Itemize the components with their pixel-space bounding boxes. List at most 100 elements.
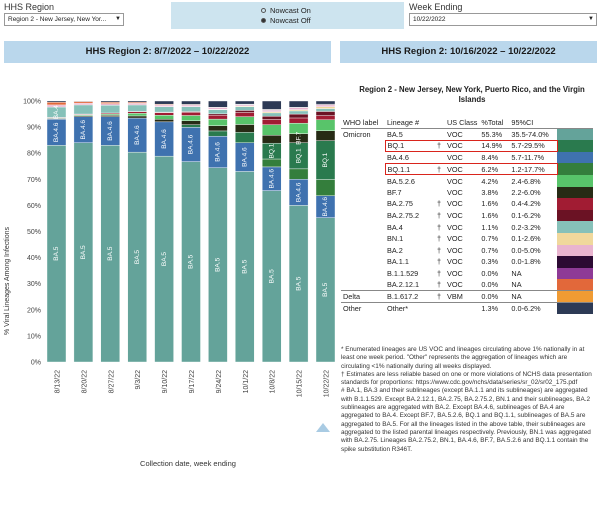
bar-segment — [288, 113, 309, 119]
table-row: BF.7 VOC 3.8% 2.2-6.0% — [341, 186, 594, 199]
bar-data-label: BA.5 — [215, 257, 222, 271]
pct-cell: 0.0% — [481, 269, 499, 279]
table-row: BQ.1.1 † VOC 6.2% 1.2-17.7% — [341, 162, 594, 176]
class-cell: VOC — [447, 269, 463, 279]
bar-segment — [208, 109, 228, 115]
lineage-cell: BA.2.75.2 — [387, 211, 420, 221]
week-select[interactable]: 10/22/2022 ▼ — [409, 13, 597, 26]
bar-segment — [181, 100, 201, 105]
who-cell — [341, 279, 385, 291]
pct-cell: 1.3% — [479, 302, 510, 315]
y-tick-label: 30% — [27, 281, 41, 288]
y-axis-title: % Viral Lineages Among Infections — [4, 226, 11, 335]
lineage-cell: Other* — [385, 302, 435, 315]
bar-data-label: BQ.1 — [322, 152, 329, 167]
color-swatch — [557, 232, 594, 245]
color-swatch — [557, 128, 594, 141]
dagger-cell: † — [437, 222, 442, 232]
bar-segment — [262, 100, 282, 110]
color-swatch — [557, 151, 594, 164]
y-tick-label: 90% — [27, 125, 41, 132]
class-cell: VOC — [447, 234, 463, 244]
bar-segment — [154, 104, 174, 107]
table-row: BN.1 † VOC 0.7% 0.1-2.6% — [341, 232, 594, 245]
x-tick-label: 9/24/22 — [216, 370, 223, 393]
bar-segment — [127, 111, 147, 114]
who-cell — [341, 268, 385, 280]
pct-cell: 0.7% — [481, 234, 499, 244]
bar-data-label: BA.5 — [242, 259, 249, 273]
dagger-cell: † — [437, 257, 442, 267]
who-cell — [341, 163, 385, 175]
who-cell — [341, 210, 385, 222]
bar-segment — [262, 124, 282, 136]
region-select[interactable]: Region 2 - New Jersey, New Yor... ▼ — [4, 13, 124, 26]
bar-segment — [154, 115, 174, 120]
dagger-cell — [435, 187, 445, 199]
y-tick-label: 70% — [27, 177, 41, 184]
x-tick-label: 8/27/22 — [108, 370, 115, 393]
who-cell — [341, 245, 385, 257]
bar-segment — [181, 115, 201, 121]
lineage-cell: BA.2.75 — [387, 199, 413, 209]
dagger-cell: † — [435, 290, 445, 303]
who-cell — [341, 256, 385, 268]
class-cell: VOC — [447, 257, 463, 267]
bar-segment — [73, 104, 94, 115]
table-row: BA.2.75 † VOC 1.6% 0.4-4.2% — [341, 198, 594, 210]
bar-segment — [315, 179, 335, 196]
bar-segment — [154, 100, 174, 105]
table-row: BQ.1 † VOC 14.9% 5.7-29.5% — [341, 139, 594, 153]
bar-segment — [235, 110, 255, 113]
ci-cell: 5.7-29.5% — [509, 139, 558, 153]
lineage-cell: BA.4 — [387, 222, 403, 232]
dagger-cell: † — [437, 211, 442, 221]
bar-segment — [46, 102, 67, 106]
who-cell — [341, 140, 385, 152]
bar-segment — [262, 119, 282, 125]
scroll-up-triangle-icon[interactable] — [316, 423, 330, 432]
region-title: Region 2 - New Jersey, New York, Puerto … — [359, 85, 585, 104]
pct-cell: 0.0% — [479, 290, 510, 303]
col-ci: 95%CI — [511, 118, 534, 128]
right-panel-header: HHS Region 2: 10/16/2022 – 10/22/2022 — [340, 41, 597, 63]
nowcast-off-option[interactable]: Nowcast Off — [261, 16, 311, 25]
class-cell: VOC — [445, 162, 480, 176]
footnote: * Enumerated lineages are US VOC and lin… — [341, 346, 585, 370]
bar-segment — [73, 102, 94, 106]
ci-cell: NA — [511, 280, 522, 290]
color-swatch — [557, 279, 594, 291]
bar-segment — [181, 104, 201, 107]
table-row: BA.2.12.1 † VOC 0.0% NA — [341, 279, 594, 291]
week-label: Week Ending — [409, 2, 463, 12]
y-tick-label: 60% — [27, 203, 41, 210]
dagger-cell: † — [437, 234, 442, 244]
color-swatch — [557, 221, 594, 233]
lineage-cell: BQ.1 — [384, 139, 435, 153]
radio-icon[interactable] — [261, 8, 266, 13]
bar-segment — [315, 115, 335, 120]
bar-segment — [315, 130, 335, 141]
class-cell: VOC — [447, 280, 463, 290]
class-cell: VOC — [447, 176, 463, 186]
dagger-cell: † — [435, 162, 445, 176]
bar-segment — [315, 106, 335, 109]
ci-cell: 5.7-11.7% — [511, 153, 545, 163]
nowcast-on-option[interactable]: Nowcast On — [261, 6, 311, 15]
dagger-cell — [435, 302, 445, 315]
radio-selected-icon[interactable] — [261, 18, 266, 23]
bar-data-label: BA.5 — [80, 245, 87, 259]
table-row: Delta B.1.617.2 † VBM 0.0% NA — [341, 290, 594, 303]
bar-segment — [127, 103, 147, 106]
ci-cell: 1.2-17.7% — [509, 162, 558, 176]
bar-segment — [46, 100, 67, 103]
lineage-cell: BF.7 — [387, 187, 402, 197]
bar-segment — [262, 110, 282, 113]
color-swatch — [557, 174, 594, 187]
nowcast-toggle-panel: Nowcast On Nowcast Off — [171, 2, 404, 29]
who-cell: Other — [341, 302, 385, 315]
dagger-cell — [435, 128, 445, 141]
ci-cell: 2.2-6.0% — [511, 187, 541, 197]
bar-segment — [288, 168, 309, 180]
dagger-cell: † — [435, 139, 445, 153]
